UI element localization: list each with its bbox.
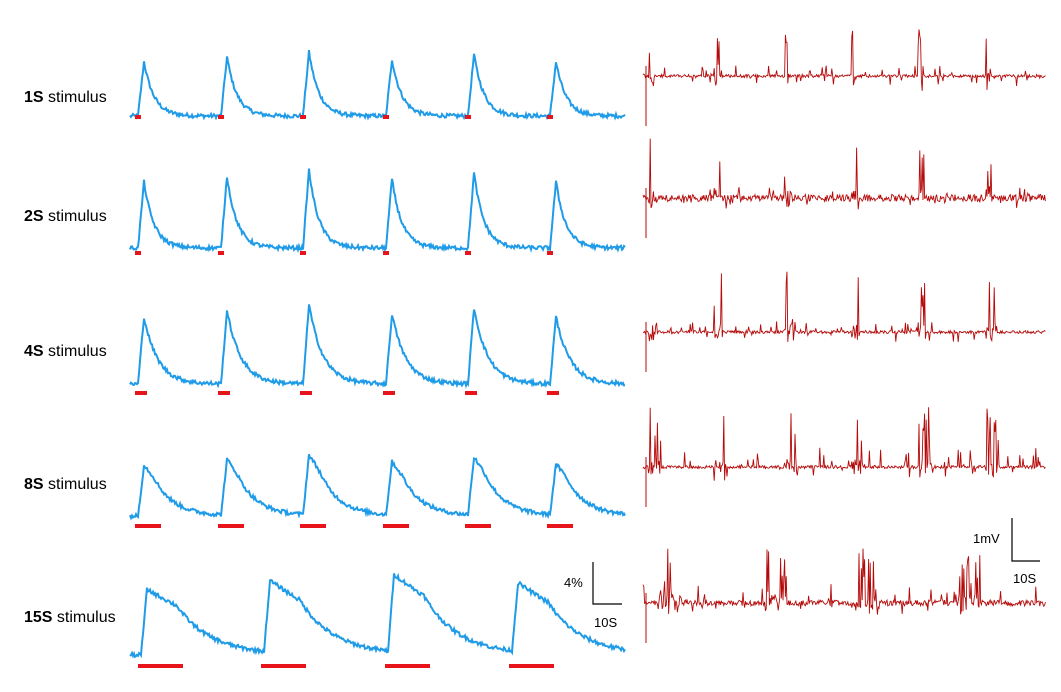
stimulus-bar <box>135 115 141 119</box>
calcium-trace <box>129 572 626 659</box>
row-label-suffix: stimulus <box>44 343 107 360</box>
scale-bars: 4% 10S 1mV 10S <box>564 518 1040 630</box>
row-label-suffix: stimulus <box>44 208 107 225</box>
stimulus-bar <box>465 251 471 255</box>
row-label-duration: 8S <box>24 476 44 493</box>
row-label: 2S stimulus <box>24 208 107 225</box>
calcium-traces <box>129 49 626 659</box>
electrophys-trace <box>642 271 1046 343</box>
row-label-duration: 2S <box>24 208 44 225</box>
row-label-duration: 1S <box>24 89 44 106</box>
stimulus-bar <box>218 524 244 528</box>
electrophys-scale-vertical-label: 1mV <box>973 531 1000 546</box>
stimulus-bar <box>383 524 409 528</box>
electrophys-trace <box>642 138 1046 210</box>
stimulus-bar <box>300 524 326 528</box>
stimulus-bar <box>138 664 183 668</box>
stimulus-bar <box>547 524 573 528</box>
stimulus-bar <box>135 251 141 255</box>
stimulus-bar <box>547 391 559 395</box>
calcium-trace <box>129 168 626 254</box>
stimulus-bar <box>383 115 389 119</box>
stimulus-bar <box>135 524 161 528</box>
electrophys-scale-bar <box>1011 518 1040 562</box>
stimulus-bar <box>509 664 554 668</box>
row-label-suffix: stimulus <box>44 89 107 106</box>
stimulus-bar <box>465 391 477 395</box>
stimulus-bar <box>465 524 491 528</box>
stimulus-bar <box>261 664 306 668</box>
stimulus-bar <box>218 391 230 395</box>
electrophys-traces <box>642 29 1046 643</box>
electrophys-scale-horizontal-label: 10S <box>1013 571 1036 586</box>
electrophys-trace <box>642 407 1046 481</box>
calcium-trace <box>129 453 626 521</box>
stimulus-bar <box>383 251 389 255</box>
stimulus-bar <box>300 391 312 395</box>
stimulus-bar <box>218 251 224 255</box>
stimulus-bar <box>465 115 471 119</box>
stimulus-bar <box>135 391 147 395</box>
stimulus-bar <box>547 115 553 119</box>
row-label: 4S stimulus <box>24 343 107 360</box>
electrophys-trace <box>642 548 1046 615</box>
calcium-scale-vertical-label: 4% <box>564 575 583 590</box>
stimulus-bars <box>135 115 573 668</box>
stimulus-bar <box>300 115 306 119</box>
calcium-trace <box>129 304 626 389</box>
row-label-suffix: stimulus <box>44 476 107 493</box>
stimulus-bar <box>300 251 306 255</box>
stimulus-bar <box>385 664 430 668</box>
calcium-trace <box>129 49 626 121</box>
stimulus-bar <box>218 115 224 119</box>
calcium-scale-bar <box>592 562 622 605</box>
stimulus-bar <box>383 391 395 395</box>
row-label: 1S stimulus <box>24 89 107 106</box>
row-label: 8S stimulus <box>24 476 107 493</box>
electrophys-trace <box>642 29 1046 91</box>
stimulus-bar <box>547 251 553 255</box>
row-label-suffix: stimulus <box>52 609 115 626</box>
row-label: 15S stimulus <box>24 609 116 626</box>
calcium-scale-horizontal-label: 10S <box>594 615 617 630</box>
row-label-duration: 15S <box>24 609 53 626</box>
row-label-duration: 4S <box>24 343 44 360</box>
